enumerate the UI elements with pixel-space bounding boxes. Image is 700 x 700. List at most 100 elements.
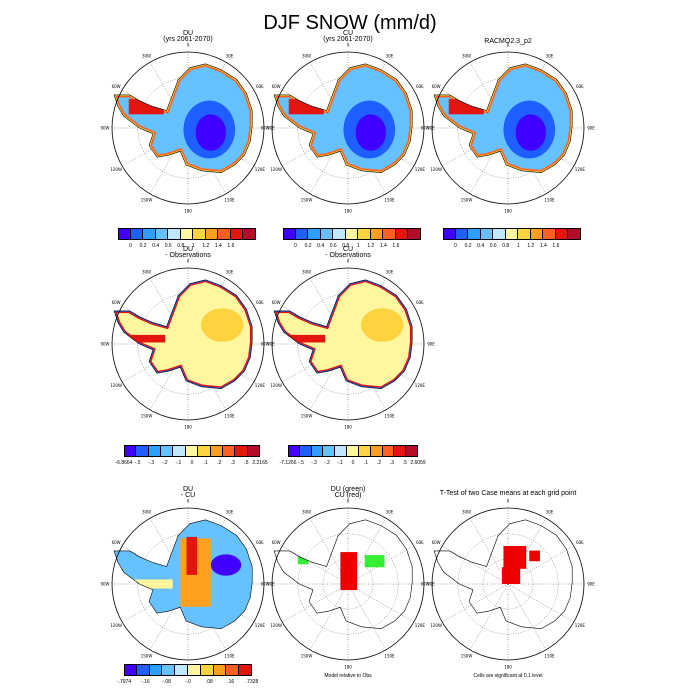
colorbar-tick-label: -.0 xyxy=(185,679,191,685)
longitude-label: 150E xyxy=(544,653,555,658)
colorbar-tick-label: 0.8 xyxy=(342,243,350,249)
panel-title: DU (green) xyxy=(330,486,366,493)
longitude-label: 90E xyxy=(427,342,435,347)
longitude-label: 150W xyxy=(461,653,473,658)
colorbar-tick-label: 1.4 xyxy=(214,243,222,249)
colorbar-swatch xyxy=(358,228,371,240)
longitude-label: 150E xyxy=(224,653,235,658)
longitude-label: 90E xyxy=(427,582,435,587)
colorbar-swatch xyxy=(173,445,186,457)
longitude-label: 120E xyxy=(575,167,586,172)
longitude-label: 120E xyxy=(255,623,266,628)
longitude-label: 60E xyxy=(256,84,264,89)
colorbar-tick-label: .1 xyxy=(363,460,369,466)
longitude-label: 30E xyxy=(546,54,554,59)
snow-field xyxy=(114,519,253,629)
colorbar-swatch xyxy=(213,664,227,676)
map-boundary xyxy=(431,51,585,205)
colorbar-swatch xyxy=(193,228,206,240)
longitude-label: 30W xyxy=(142,270,151,275)
colorbar-tick-label: -.2 xyxy=(161,460,168,466)
longitude-label: 120W xyxy=(270,167,282,172)
longitude-label: 120E xyxy=(415,623,426,628)
longitude-label: 180 xyxy=(344,665,352,670)
colorbar-swatch xyxy=(394,445,407,457)
longitude-label: 30E xyxy=(226,510,234,515)
coastline xyxy=(273,279,413,390)
colorbar-swatch xyxy=(136,664,150,676)
colorbar-tick-label: 1.2 xyxy=(367,243,375,249)
colorbar-swatch xyxy=(443,228,456,240)
colorbar-swatch xyxy=(323,445,336,457)
colorbar-swatch xyxy=(188,664,201,676)
colorbar-swatch xyxy=(568,228,581,240)
colorbar-swatch xyxy=(210,445,223,457)
longitude-label: 30E xyxy=(226,270,234,275)
colorbar-swatch xyxy=(243,228,256,240)
colorbar-swatch xyxy=(406,445,418,457)
longitude-label: 60W xyxy=(272,300,281,305)
colorbar-swatch xyxy=(543,228,556,240)
longitude-label: 120W xyxy=(270,623,282,628)
colorbar-tick-label: 0 xyxy=(454,243,457,249)
colorbar-swatch xyxy=(333,228,346,240)
longitude-label: 120E xyxy=(255,167,266,172)
panel-title: DU xyxy=(182,30,194,37)
longitude-label: 150E xyxy=(384,413,395,418)
colorbar-tick-label: -.5 xyxy=(298,460,304,466)
colorbar-swatch xyxy=(175,664,188,676)
colorbar-tick-label: .1 xyxy=(203,460,208,466)
colorbar-swatch xyxy=(455,228,469,240)
colorbar-swatch xyxy=(383,228,396,240)
colorbar-tick-label: .2 xyxy=(217,460,222,466)
colorbar-tick-label: -7.1266 xyxy=(279,460,297,466)
longitude-label: 60E xyxy=(256,540,264,545)
longitude-label: 180 xyxy=(504,209,512,214)
colorbar-tick-label: 1.2 xyxy=(527,243,535,249)
longitude-label: 0 xyxy=(187,499,190,504)
longitude-label: 60W xyxy=(272,84,281,89)
map-boundary xyxy=(271,51,425,205)
colorbar-tick-label: 0 xyxy=(294,243,297,249)
longitude-label: 150W xyxy=(301,653,313,658)
map-boundary xyxy=(271,267,425,421)
colorbar-tick-label: 0 xyxy=(190,460,194,466)
colorbar-tick-label: 0 xyxy=(129,243,132,249)
longitude-label: 0 xyxy=(507,43,510,48)
longitude-label: 150E xyxy=(384,197,395,202)
longitude-label: 90E xyxy=(587,582,595,587)
longitude-label: 90W xyxy=(100,126,109,131)
longitude-label: 150E xyxy=(224,413,235,418)
colorbar-swatch xyxy=(155,228,169,240)
colorbar-swatch xyxy=(143,228,156,240)
colorbar-tick-label: 0.2 xyxy=(139,243,147,249)
colorbar-swatch xyxy=(311,445,324,457)
colorbar-swatch xyxy=(222,445,236,457)
longitude-label: 150W xyxy=(141,413,153,418)
longitude-label: 150W xyxy=(141,653,153,658)
colorbar-swatch xyxy=(505,228,519,240)
panel-cu: CU (yrs 2061-2070) 0 30E 60E 90E 120E 150E 180 15… xyxy=(260,30,436,216)
colorbar-swatch xyxy=(230,228,244,240)
longitude-label: 30E xyxy=(546,510,554,515)
coastline xyxy=(273,63,413,174)
snow-field xyxy=(434,63,573,173)
colorbar-tick-label: 0.4 xyxy=(152,243,160,249)
longitude-label: 60E xyxy=(416,540,424,545)
colorbar-swatch xyxy=(370,445,383,457)
colorbar-tick-label: 1.6 xyxy=(552,243,560,249)
colorbar-swatch xyxy=(148,445,162,457)
longitude-label: 90E xyxy=(267,126,275,131)
panel-note: Cells are significant at 0.1 level xyxy=(473,673,543,679)
colorbar-swatch xyxy=(345,228,359,240)
colorbar-swatch xyxy=(136,445,149,457)
colorbar-tick-label: 1.6 xyxy=(227,243,235,249)
longitude-label: 120W xyxy=(430,167,442,172)
longitude-label: 180 xyxy=(504,665,512,670)
longitude-label: 120W xyxy=(110,167,122,172)
longitude-label: 90E xyxy=(427,126,435,131)
panel-title: (yrs 2061-2070) xyxy=(163,36,213,43)
colorbar-swatch xyxy=(408,228,421,240)
